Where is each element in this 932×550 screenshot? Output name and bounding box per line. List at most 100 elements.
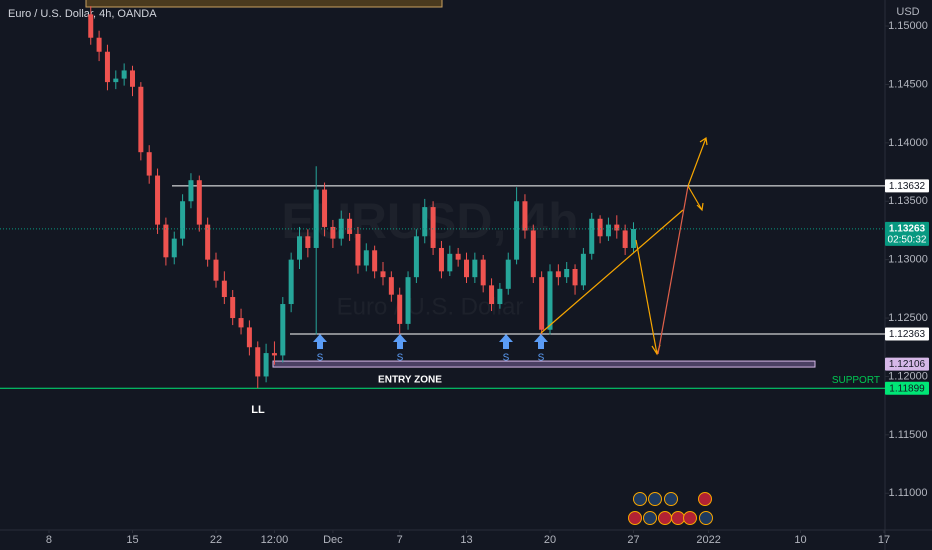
candle-body: [255, 347, 261, 377]
candle-body: [313, 189, 319, 248]
entry-zone-box: [272, 360, 816, 368]
candle-body: [505, 259, 511, 289]
projection-down: [635, 239, 658, 355]
projection-up: [657, 185, 689, 355]
candle-body: [447, 253, 453, 272]
candle-body: [355, 233, 361, 266]
candle-body: [597, 218, 603, 237]
candle-body: [614, 224, 620, 231]
current-price-tag: [885, 221, 929, 246]
candle-body: [171, 238, 177, 258]
event-icons: [628, 492, 713, 525]
y-tick-label: 1.13000: [888, 254, 928, 266]
x-tick-label: 7: [397, 534, 403, 546]
y-tick-label: 1.12000: [888, 370, 928, 382]
symbol-title: Euro / U.S. Dollar, 4h, OANDA: [8, 8, 157, 20]
entry-zone-label: ENTRY ZONE: [378, 375, 442, 386]
candle-body: [630, 228, 636, 248]
candle-body: [230, 297, 236, 319]
watermark-subtitle: Euro / U.S. Dollar: [337, 293, 524, 320]
y-tick-label: 1.11000: [889, 487, 928, 499]
signal-label: S: [397, 353, 404, 364]
level-tag: [885, 179, 929, 193]
level-tag-label: 1.12106: [889, 359, 926, 370]
candle-body: [213, 259, 219, 281]
triangle-trendline: [540, 209, 684, 334]
x-tick-label: 8: [46, 534, 52, 546]
countdown-label: 02:50:32: [888, 235, 927, 246]
candle-body: [163, 224, 169, 258]
candle-body: [121, 70, 127, 79]
candle-body: [539, 277, 545, 330]
x-tick-label: Dec: [323, 534, 343, 546]
y-tick-label: 1.11500: [889, 429, 928, 441]
signal-label: S: [503, 353, 510, 364]
candle-body: [205, 224, 211, 260]
candle-body: [288, 259, 294, 305]
x-tick-label: 13: [460, 534, 472, 546]
candle-body: [305, 236, 311, 248]
x-tick-label: 2022: [696, 534, 720, 546]
top-banner: [85, 0, 443, 8]
candle-body: [463, 259, 469, 278]
x-tick-label: 20: [544, 534, 556, 546]
candle-body: [413, 236, 419, 278]
projection-branches: [687, 136, 708, 212]
x-tick-label: 15: [126, 534, 138, 546]
candle-body: [589, 218, 595, 254]
candle-body: [497, 288, 503, 305]
y-tick-label: 1.14500: [888, 78, 928, 90]
candle-body: [622, 230, 628, 248]
x-tick-label: 17: [878, 534, 890, 546]
candle-body: [180, 201, 186, 239]
candle-body: [572, 268, 578, 286]
signal-label: S: [538, 353, 545, 364]
candle-body: [438, 247, 444, 272]
candle-body: [338, 218, 344, 239]
candle-body: [372, 250, 378, 272]
candle-body: [363, 250, 369, 266]
candle-body: [405, 277, 411, 324]
signal-arrow: [393, 334, 407, 349]
candle-body: [263, 353, 269, 377]
candle-body: [605, 224, 611, 237]
level-tag: [885, 327, 929, 341]
y-tick-label: 1.14000: [888, 137, 928, 149]
y-tick-label: 1.13500: [888, 195, 928, 207]
candle-body: [422, 207, 428, 237]
candle-body: [146, 152, 152, 176]
current-price-label: 1.13263: [889, 224, 926, 235]
currency-label: USD: [896, 6, 919, 18]
candle-body: [564, 268, 570, 278]
candle-body: [96, 37, 102, 52]
x-tick-label: 22: [210, 534, 222, 546]
candle-body: [296, 236, 302, 260]
signal-arrow: [313, 334, 327, 349]
watermark: EURUSD, 4h: [281, 193, 578, 249]
lower-low-label: LL: [251, 404, 265, 416]
candle-body: [330, 226, 336, 239]
level-tag-label: 1.12363: [889, 329, 926, 340]
candle-body: [388, 277, 394, 295]
candle-body: [514, 201, 520, 260]
level-tag: [885, 381, 929, 395]
x-tick-label: 27: [627, 534, 639, 546]
candle-body: [138, 86, 144, 153]
candle-body: [397, 294, 403, 324]
candle-body: [472, 259, 478, 278]
candle-body: [522, 201, 528, 231]
y-tick-label: 1.12500: [888, 312, 928, 324]
candle-body: [196, 180, 202, 225]
candle-body: [129, 70, 135, 87]
support-label: SUPPORT: [832, 375, 880, 386]
candle-body: [489, 285, 495, 305]
candle-body: [221, 280, 227, 298]
candle-body: [530, 230, 536, 278]
level-tag-label: 1.11899: [889, 383, 925, 394]
x-tick-label: 10: [794, 534, 806, 546]
candle-body: [280, 304, 286, 356]
level-tag-label: 1.13632: [889, 181, 926, 192]
candle-body: [188, 180, 194, 202]
candle-body: [155, 175, 161, 225]
candle-body: [555, 271, 561, 278]
